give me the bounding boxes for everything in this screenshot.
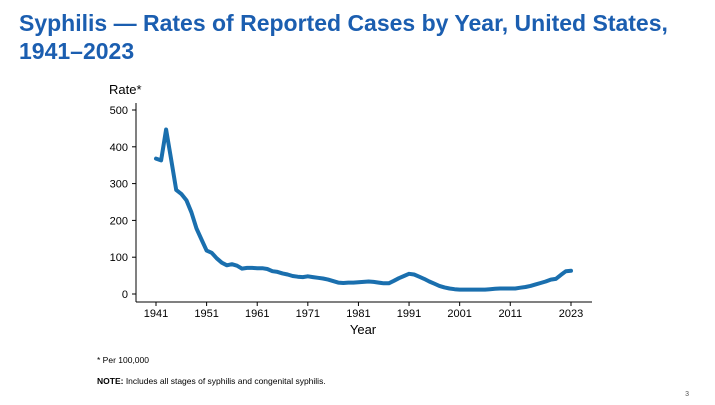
x-tick-label: 1941 <box>144 308 168 320</box>
slide-title: Syphilis — Rates of Reported Cases by Ye… <box>19 9 679 65</box>
x-tick-label: 2023 <box>559 308 583 320</box>
title-line-1: Syphilis — Rates of Reported Cases by Ye… <box>19 10 668 36</box>
x-tick-label: 1961 <box>245 308 269 320</box>
y-tick-label: 100 <box>110 252 128 264</box>
series-line-rate <box>154 127 573 292</box>
note-label: NOTE: <box>97 376 124 386</box>
note-text: Includes all stages of syphilis and cong… <box>123 376 326 386</box>
x-tick-label: 2001 <box>447 308 471 320</box>
x-ticks: 1941 1951 1961 1971 1981 1991 2001 2011 2023 <box>144 302 583 320</box>
x-tick-label: 1981 <box>346 308 370 320</box>
x-tick-label: 2011 <box>498 308 522 320</box>
x-tick-label: 1951 <box>194 308 218 320</box>
y-tick-label: 500 <box>110 105 128 117</box>
x-tick-label: 1991 <box>397 308 421 320</box>
y-axis-label: Rate* <box>109 82 142 97</box>
footnote-note: NOTE: Includes all stages of syphilis an… <box>97 376 326 387</box>
footnote-rate: * Per 100,000 <box>97 355 149 365</box>
x-tick-label: 1971 <box>296 308 320 320</box>
y-ticks: 0 100 200 300 400 500 <box>110 105 136 301</box>
x-axis-label: Year <box>350 322 377 337</box>
page-number: 3 <box>685 391 689 398</box>
y-tick-label: 400 <box>110 142 128 154</box>
y-tick-label: 200 <box>110 215 128 227</box>
y-tick-label: 300 <box>110 179 128 191</box>
title-line-2: 1941–2023 <box>19 38 135 64</box>
y-tick-label: 0 <box>122 289 128 301</box>
